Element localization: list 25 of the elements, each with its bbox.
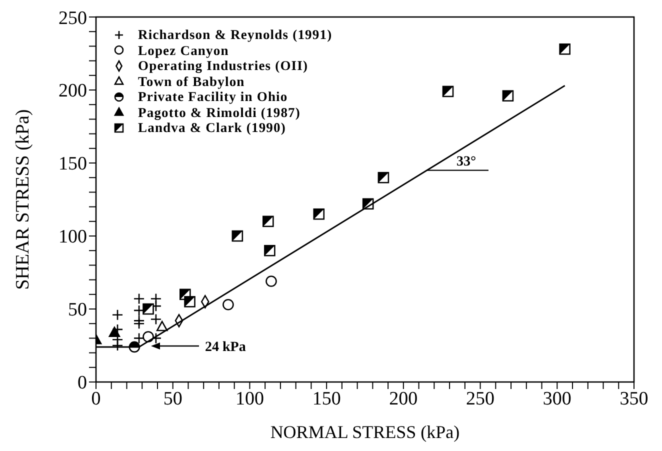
x-tick-label: 100 (235, 388, 264, 410)
legend-label: Private Facility in Ohio (138, 89, 288, 104)
y-tick-label: 150 (58, 154, 87, 175)
x-tick-label: 300 (542, 388, 572, 410)
legend-label: Richardson & Reynolds (1991) (138, 27, 332, 42)
legend-label: Landva & Clark (1990) (138, 120, 286, 136)
legend-label: Pagotto & Rimoldi (1987) (138, 104, 301, 120)
y-tick-label: 100 (58, 226, 87, 248)
y-tick-label: 0 (78, 372, 87, 394)
y-tick-label: 50 (68, 300, 87, 321)
legend-label: Operating Industries (OII) (138, 58, 308, 74)
y-tick-label: 200 (58, 80, 87, 102)
x-tick-label: 50 (163, 388, 182, 410)
x-tick-label: 150 (312, 388, 341, 410)
annotation: 24 kPa (205, 340, 246, 355)
y-axis-title: SHEAR STRESS (kPa) (12, 109, 34, 290)
x-axis-title: NORMAL STRESS (kPa) (270, 422, 460, 442)
annotation: 33° (456, 154, 476, 170)
x-tick-label: 200 (389, 388, 418, 410)
x-tick-label: 250 (466, 388, 495, 410)
legend-label: Lopez Canyon (138, 42, 229, 58)
x-tick-label: 350 (620, 388, 648, 410)
legend-label: Town of Babylon (138, 74, 245, 89)
x-tick-label: 0 (91, 388, 101, 410)
y-tick-label: 250 (58, 8, 87, 29)
